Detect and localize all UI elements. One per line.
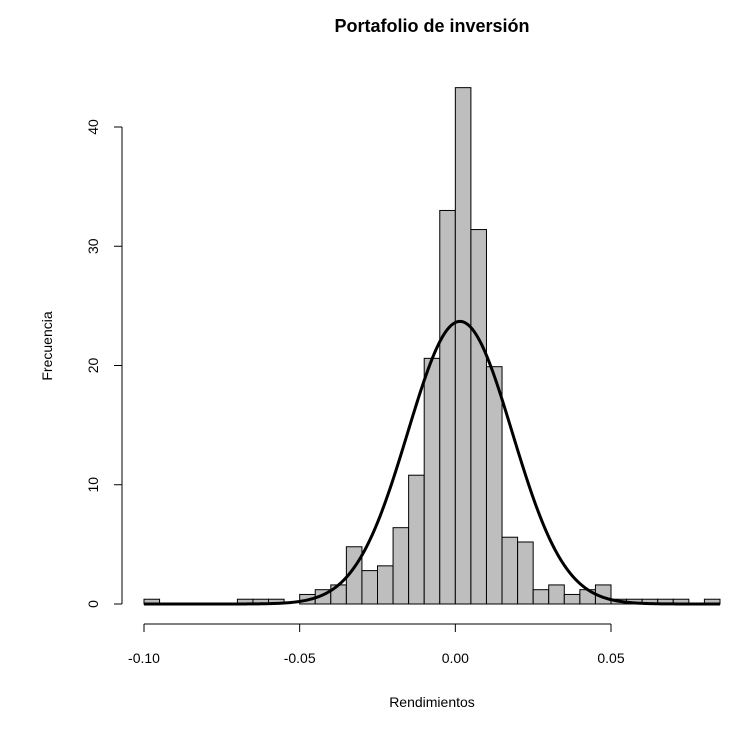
x-axis: -0.10 -0.05 0.00 0.05	[128, 623, 625, 666]
histogram-bar	[423, 357, 441, 605]
y-axis: 0 10 20 30 40	[85, 119, 123, 608]
density-curve-layer	[144, 319, 720, 606]
y-tick-label: 10	[85, 477, 101, 493]
histogram-bar	[361, 570, 378, 605]
histogram-bar	[470, 229, 487, 605]
histogram-bar	[563, 593, 581, 605]
chart-title: Portafolio de inversión	[334, 16, 529, 36]
histogram-bar	[532, 589, 550, 605]
y-tick-label: 0	[85, 600, 101, 608]
histogram-bar	[392, 527, 410, 605]
x-tick-label: 0.05	[597, 650, 624, 666]
x-tick-label: -0.05	[284, 650, 316, 666]
y-tick-label: 30	[85, 238, 101, 254]
histogram-bar	[439, 209, 456, 605]
histogram-bar	[517, 541, 534, 605]
y-axis-label: Frecuencia	[39, 311, 55, 380]
histogram-bar	[408, 474, 425, 605]
x-tick-label: -0.10	[128, 650, 160, 666]
histogram-bar	[501, 536, 519, 605]
y-tick-label: 40	[85, 119, 101, 135]
x-tick-label: 0.00	[442, 650, 469, 666]
histogram-bar	[454, 87, 472, 605]
histogram-bar	[377, 565, 394, 605]
bars-layer	[143, 87, 721, 605]
histogram-bar	[485, 366, 503, 605]
density-curve	[144, 319, 720, 606]
histogram-bar	[548, 584, 565, 605]
x-axis-label: Rendimientos	[389, 694, 475, 710]
y-tick-label: 20	[85, 358, 101, 374]
